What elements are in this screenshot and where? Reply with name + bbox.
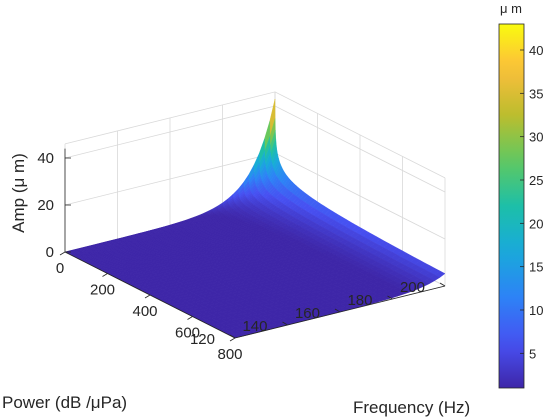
surface: [64, 98, 446, 339]
frequency-tick-label: 800: [217, 346, 242, 363]
frequency-tick-label: 600: [175, 325, 200, 342]
amplitude-tick-label: 20: [37, 197, 54, 214]
power-tick-mark: [334, 308, 341, 313]
colorbar-tick-label: 20: [529, 216, 543, 231]
z-axis-label: Amp (μ m): [9, 153, 28, 233]
power-tick-mark: [387, 295, 393, 300]
frequency-tick-mark: [59, 251, 66, 256]
power-tick-label: 180: [347, 292, 372, 309]
colorbar-tick-label: 40: [529, 43, 543, 58]
colorbar-tick-label: 25: [529, 173, 543, 188]
colorbar: μ m 5 10 15 20 25 30 35 40: [498, 1, 543, 389]
power-tick-label: 120: [190, 331, 215, 348]
power-tick-label: 200: [400, 279, 425, 296]
axes: 120 140 160 180 200 0 200 400 600 800 0 20 40: [37, 148, 446, 363]
frequency-tick-mark: [144, 294, 151, 299]
colorbar-gradient: [498, 23, 525, 389]
frequency-tick-label: 200: [90, 282, 115, 299]
power-tick-label: 160: [295, 305, 320, 322]
colorbar-unit-label: μ m: [500, 1, 522, 16]
power-tick-mark: [439, 282, 446, 287]
colorbar-tick-label: 15: [529, 260, 543, 275]
frequency-tick-label: 0: [56, 260, 64, 277]
colorbar-tick-label: 30: [529, 130, 543, 145]
power-tick-mark: [229, 334, 236, 339]
power-tick-label: 140: [242, 318, 267, 335]
frequency-tick-label: 400: [132, 303, 157, 320]
colorbar-ticks: 5 10 15 20 25 30 35 40: [520, 43, 543, 361]
colorbar-tick-label: 10: [529, 303, 543, 318]
x-axis-label: Frequency (Hz): [353, 398, 470, 417]
grid-box-top: [64, 91, 446, 179]
amplitude-tick-label: 0: [46, 244, 54, 261]
frequency-tick-mark: [229, 337, 236, 342]
power-tick-mark: [282, 321, 288, 326]
y-axis-label: Power (dB /μPa): [2, 393, 127, 412]
colorbar-tick-label: 35: [529, 86, 543, 101]
colorbar-tick-label: 5: [529, 346, 536, 361]
frequency-tick-mark: [102, 273, 108, 277]
amplitude-tick-label: 40: [37, 150, 54, 167]
frequency-tick-mark: [187, 316, 193, 320]
